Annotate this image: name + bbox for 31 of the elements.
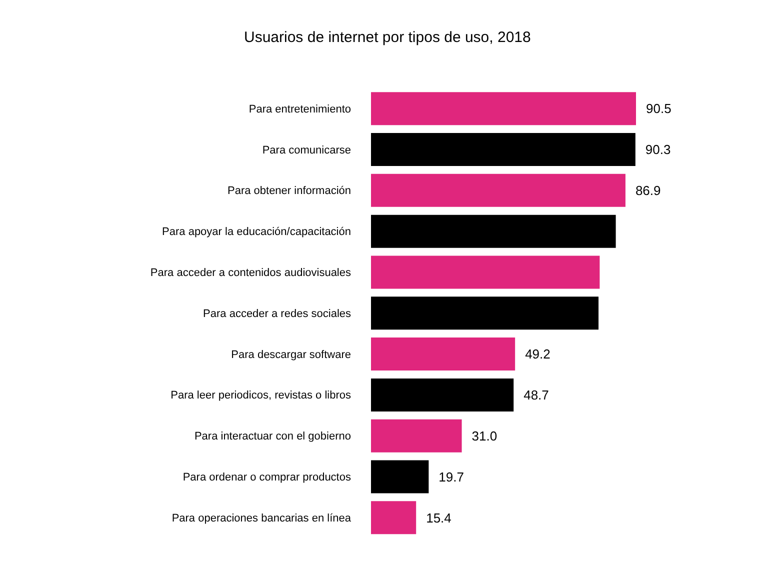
bar	[371, 92, 636, 126]
data-label: 15.4	[426, 510, 452, 526]
y-tick-label: Para operaciones bancarias en línea	[172, 512, 352, 524]
bar	[371, 214, 616, 248]
data-label: 48.7	[524, 388, 549, 403]
bar	[371, 256, 600, 289]
data-label: 31.0	[472, 428, 498, 444]
bar	[371, 133, 636, 166]
y-tick-label: Para interactuar con el gobierno	[194, 430, 351, 443]
data-label: 90.3	[645, 142, 671, 158]
data-label: 90.5	[646, 101, 672, 116]
y-tick-label: Para entretenimiento	[248, 103, 351, 116]
y-tick-label: Para acceder a redes sociales	[203, 308, 352, 320]
y-tick-label: Para apoyar la educación/capacitación	[162, 226, 351, 238]
y-tick-label: Para obtener información	[227, 185, 351, 198]
bar	[371, 460, 429, 494]
y-tick-label: Para descargar software	[231, 348, 351, 361]
bar	[371, 378, 514, 412]
data-label: 86.9	[635, 183, 661, 198]
data-label: 19.7	[438, 469, 464, 484]
bar	[371, 296, 599, 330]
y-tick-label: Para ordenar o comprar productos	[182, 472, 352, 484]
y-tick-label: Para acceder a contenidos audiovisuales	[150, 266, 352, 279]
y-tick-label: Para leer periodicos, revistas o libros	[170, 390, 352, 402]
bar	[371, 501, 416, 534]
bar	[371, 174, 626, 207]
data-label: 49.2	[525, 346, 550, 362]
chart-title: Usuarios de internet por tipos de uso, 2018	[243, 28, 532, 48]
y-tick-label: Para comunicarse	[262, 144, 351, 156]
bar	[371, 338, 516, 371]
bar	[371, 419, 462, 452]
